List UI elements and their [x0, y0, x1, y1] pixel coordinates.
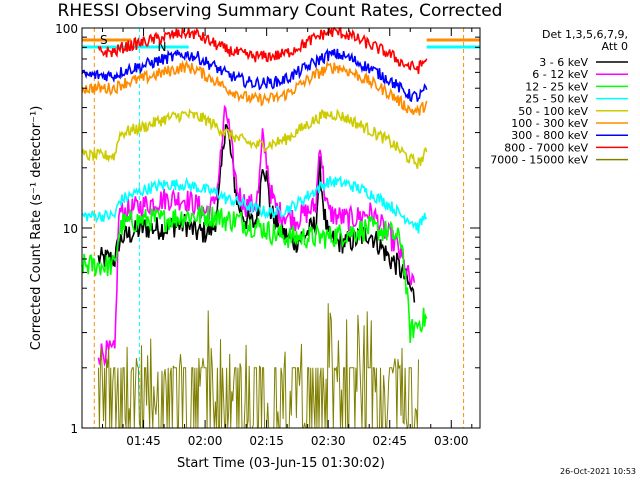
x-tick-label-0: 01:45	[126, 434, 161, 448]
axes: 01:45 02:00 02:15 02:30 02:45 03:00 1 10 100	[55, 22, 481, 448]
flag-label-0: S	[100, 33, 108, 47]
series-line-4	[81, 108, 428, 169]
x-axis-label: Start Time (03-Jun-15 01:30:02)	[177, 456, 385, 471]
series-line-7	[97, 27, 428, 75]
series-line-3	[81, 175, 428, 234]
chart-title: RHESSI Observing Summary Count Rates, Co…	[58, 1, 503, 21]
x-tick-label-3: 02:30	[311, 434, 346, 448]
legend-header-line-2: Att 0	[602, 40, 628, 53]
y-tick-label-2: 100	[55, 22, 78, 36]
timestamp: 26-Oct-2021 10:53	[560, 467, 636, 476]
series-line-2	[81, 205, 428, 343]
legend-label-3: 25 - 50 keV	[525, 93, 588, 106]
legend-label-2: 12 - 25 keV	[525, 80, 588, 93]
legend-label-6: 300 - 800 keV	[511, 129, 588, 142]
flag-label-1: N	[157, 40, 166, 54]
x-tick-label-2: 02:15	[249, 434, 284, 448]
legend-label-7: 800 - 7000 keV	[504, 141, 588, 154]
y-tick-label-1: 10	[63, 222, 78, 236]
legend-label-8: 7000 - 15000 keV	[490, 154, 588, 167]
series-line-6	[81, 47, 428, 103]
y-tick-label-0: 1	[70, 422, 78, 436]
series-line-5	[81, 59, 428, 116]
chart-marks	[81, 27, 428, 430]
legend-label-0: 3 - 6 keV	[539, 56, 588, 69]
legend-label-5: 100 - 300 keV	[511, 117, 588, 130]
x-tick-label-1: 02:00	[188, 434, 223, 448]
x-tick-label-4: 02:45	[372, 434, 407, 448]
legend-label-1: 6 - 12 keV	[532, 68, 588, 81]
legend-header-line-1: Det 1,3,5,6,7,9,	[542, 28, 628, 41]
y-axis-label: Corrected Count Rate (s⁻¹ detector⁻¹)	[29, 106, 44, 351]
legend-label-4: 50 - 100 keV	[518, 105, 588, 118]
x-tick-label-5: 03:00	[434, 434, 469, 448]
